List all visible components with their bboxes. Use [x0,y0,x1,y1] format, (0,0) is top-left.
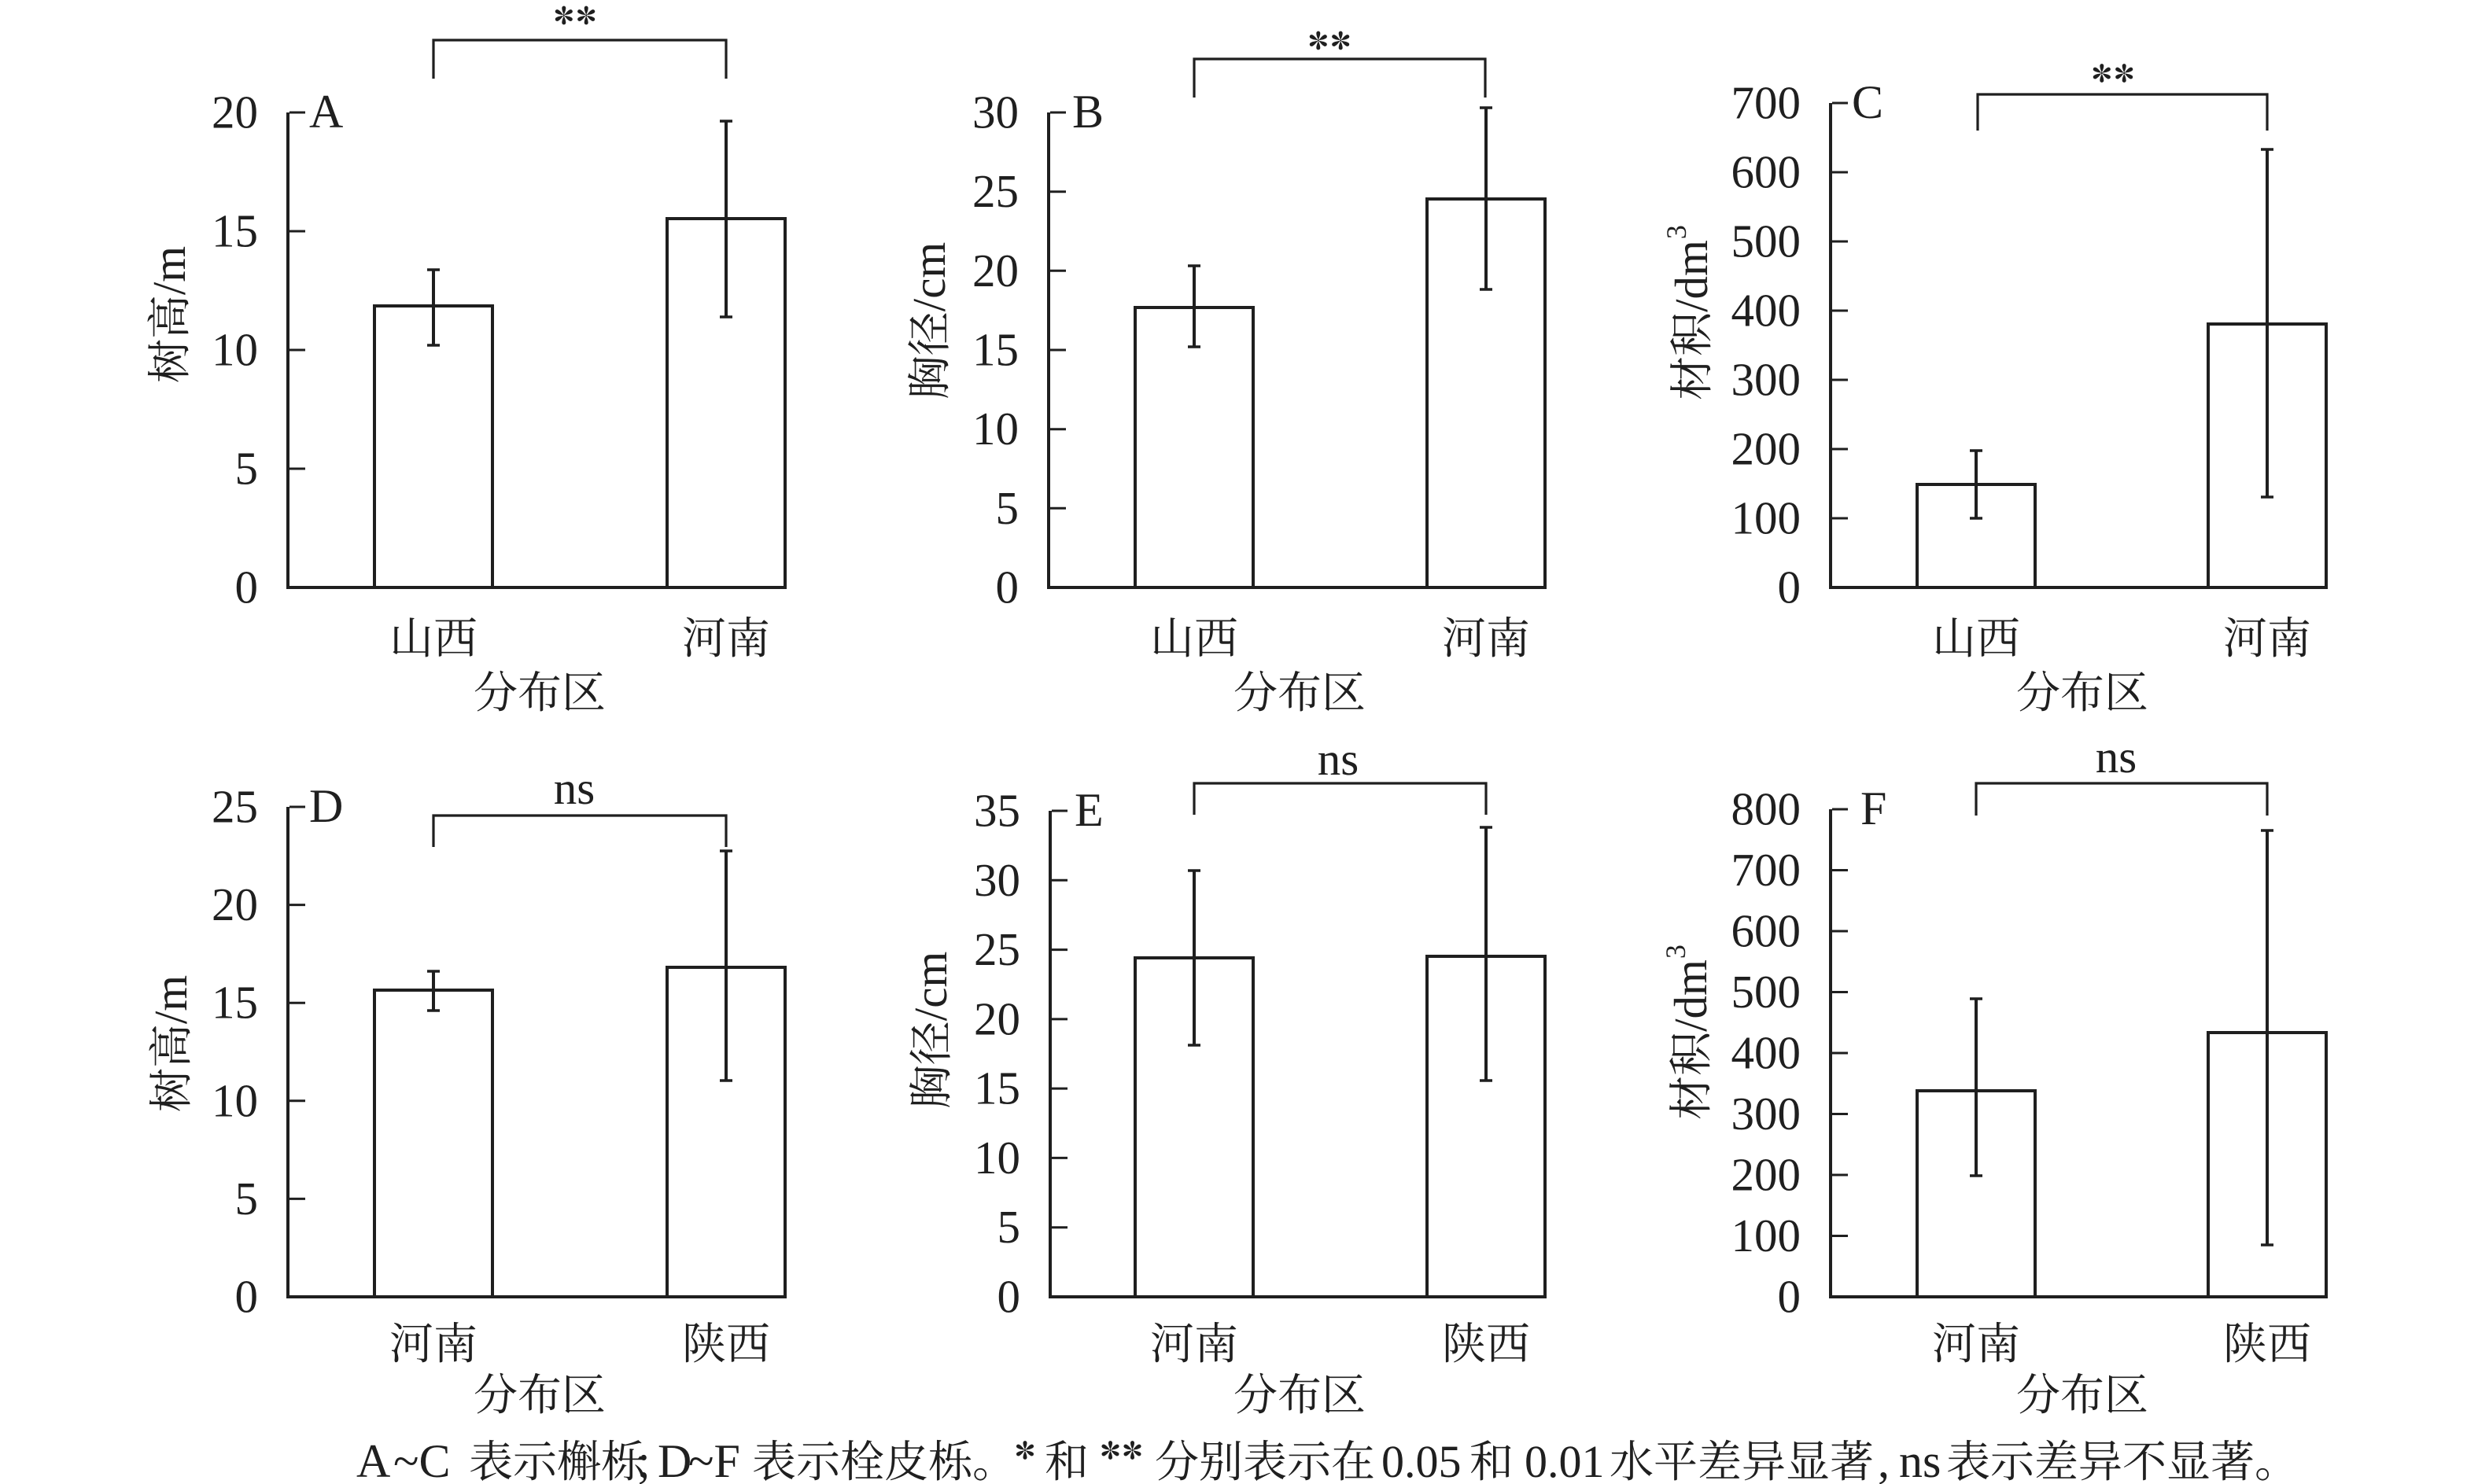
svg-text:10: 10 [974,1132,1020,1184]
svg-text:3: 3 [1661,225,1692,239]
svg-text:700: 700 [1731,77,1801,129]
svg-text:F: F [1860,783,1886,834]
svg-text:0: 0 [1778,562,1801,613]
svg-text:600: 600 [1731,905,1801,957]
svg-text:B: B [1072,86,1104,138]
svg-text:ns: ns [1899,1435,1941,1484]
svg-text:35: 35 [974,785,1020,837]
svg-text:20: 20 [972,245,1019,296]
svg-text:20: 20 [212,878,258,930]
svg-text:0: 0 [235,562,259,613]
svg-text:0.01: 0.01 [1525,1436,1605,1484]
svg-text:15: 15 [972,324,1019,376]
svg-text:400: 400 [1731,285,1801,337]
svg-text:0.05: 0.05 [1381,1436,1462,1484]
svg-text:/cm: /cm [903,242,955,311]
svg-text:D: D [658,1435,691,1484]
svg-text:200: 200 [1731,1149,1801,1201]
svg-text:500: 500 [1731,966,1801,1018]
svg-text:E: E [1075,784,1104,836]
svg-text:10: 10 [972,403,1019,455]
svg-text:,: , [1878,1435,1890,1484]
svg-text:ns: ns [554,762,595,814]
svg-text:/dm: /dm [1665,959,1717,1032]
svg-text:5: 5 [235,1173,259,1224]
svg-text:0: 0 [996,562,1020,613]
svg-text:0: 0 [1778,1271,1801,1323]
svg-text:15: 15 [212,977,258,1029]
svg-text:400: 400 [1731,1027,1801,1079]
svg-text:;: ; [637,1435,651,1484]
svg-text:25: 25 [972,165,1019,217]
svg-text:D: D [309,780,343,832]
svg-text:300: 300 [1731,354,1801,406]
svg-text:25: 25 [212,781,258,833]
svg-text:200: 200 [1731,423,1801,475]
svg-text:100: 100 [1731,1210,1801,1261]
svg-text:5: 5 [996,482,1020,534]
svg-text:10: 10 [212,1074,258,1126]
svg-text:20: 20 [212,87,258,138]
svg-text:5: 5 [997,1201,1021,1253]
svg-text:10: 10 [212,324,258,376]
svg-text:~F: ~F [688,1435,740,1484]
svg-text:500: 500 [1731,215,1801,267]
svg-text:600: 600 [1731,146,1801,198]
svg-text:C: C [1852,76,1883,128]
svg-text:/m: /m [145,975,197,1024]
svg-text:15: 15 [974,1062,1020,1114]
svg-text:ns: ns [1318,733,1359,785]
svg-text:700: 700 [1731,844,1801,896]
svg-text:0: 0 [997,1271,1021,1323]
svg-text:25: 25 [974,923,1020,975]
svg-text:30: 30 [974,854,1020,906]
svg-text:800: 800 [1731,783,1801,835]
svg-text:A: A [356,1435,390,1484]
svg-text:20: 20 [974,992,1020,1044]
svg-text:/cm: /cm [905,952,957,1021]
svg-text:0: 0 [235,1271,259,1323]
svg-text:300: 300 [1731,1088,1801,1140]
svg-text:5: 5 [235,443,259,495]
svg-text:ns: ns [2096,731,2137,783]
svg-text:3: 3 [1660,945,1691,959]
svg-text:~C: ~C [393,1435,450,1484]
svg-text:30: 30 [972,87,1019,138]
svg-text:A: A [309,86,343,138]
svg-text:/m: /m [143,246,195,295]
svg-text:/dm: /dm [1665,240,1717,312]
svg-text:15: 15 [212,205,258,257]
svg-text:100: 100 [1731,492,1801,544]
